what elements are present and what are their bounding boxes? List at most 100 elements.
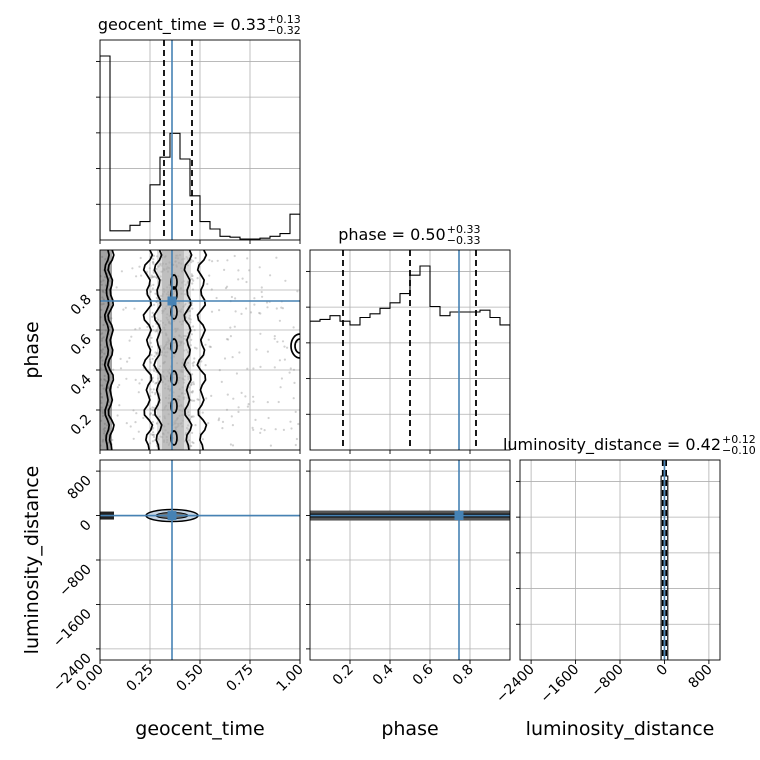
scatter-point <box>231 444 235 447</box>
scatter-point <box>260 286 263 289</box>
scatter-point <box>149 412 152 415</box>
scatter-point <box>252 428 255 431</box>
panel-content <box>100 250 300 450</box>
scatter-point <box>290 427 293 430</box>
scatter-point <box>153 433 156 436</box>
panel-content <box>310 250 510 450</box>
panel-content <box>660 460 669 660</box>
scatter-point <box>193 346 197 349</box>
scatter-point <box>137 430 140 433</box>
y-tick-label: −800 <box>56 562 95 601</box>
scatter-point <box>273 337 276 340</box>
scatter-point <box>153 369 156 372</box>
scatter-point <box>288 371 291 374</box>
scatter-point <box>237 269 240 272</box>
scatter-point <box>280 377 283 380</box>
scatter-point <box>193 357 196 360</box>
scatter-point <box>134 378 137 381</box>
scatter-point <box>192 279 195 282</box>
panel-luminosity_distance-geocent_time <box>99 459 301 661</box>
title-err-plus: +0.13 <box>267 13 301 26</box>
scatter-point <box>240 391 243 394</box>
scatter-point <box>116 386 119 389</box>
scatter-point <box>226 259 229 262</box>
scatter-point <box>196 277 199 280</box>
scatter-point <box>119 357 122 360</box>
scatter-point <box>150 345 154 348</box>
scatter-point <box>151 433 154 436</box>
scatter-point <box>152 271 155 274</box>
scatter-point <box>247 403 250 406</box>
panel-phase-geocent_time <box>99 249 301 451</box>
scatter-point <box>277 400 280 404</box>
truth-marker <box>167 296 177 306</box>
scatter-point <box>145 270 149 273</box>
scatter-point <box>151 287 154 290</box>
contour-ellipse <box>170 398 178 414</box>
scatter-point <box>283 358 286 361</box>
scatter-point <box>210 288 213 291</box>
scatter-point <box>151 433 154 436</box>
scatter-point <box>225 338 229 341</box>
scatter-point <box>237 410 240 413</box>
scatter-point <box>195 347 198 350</box>
scatter-point <box>248 269 251 272</box>
scatter-point <box>146 325 149 328</box>
panel-frame <box>309 249 511 451</box>
scatter-point <box>280 306 283 309</box>
x-tick-label: 0.8 <box>450 662 477 689</box>
title-phase: phase = 0.50 <box>338 225 445 244</box>
scatter-point <box>128 339 131 342</box>
scatter-point <box>191 431 194 434</box>
scatter-point <box>191 282 194 285</box>
scatter-point <box>240 312 243 315</box>
contour-ellipse <box>170 370 178 386</box>
scatter-point <box>115 286 118 289</box>
scatter-point <box>152 254 155 257</box>
scatter-point <box>224 287 228 290</box>
contour-line <box>142 250 154 450</box>
scatter-point <box>153 275 156 278</box>
scatter-point <box>217 419 220 422</box>
scatter-point <box>191 278 194 281</box>
contour-ellipse <box>290 333 300 359</box>
scatter-point <box>283 345 286 348</box>
scatter-point <box>125 422 128 425</box>
scatter-point <box>126 360 129 363</box>
scatter-point <box>297 422 300 426</box>
x-tick-label: 0.6 <box>410 661 437 688</box>
scatter-point <box>191 390 194 393</box>
scatter-point <box>149 408 152 411</box>
panel-content <box>310 460 510 660</box>
scatter-point <box>200 360 203 363</box>
scatter-point <box>150 336 153 339</box>
scatter-point <box>281 307 284 310</box>
scatter-point <box>148 358 152 361</box>
scatter-point <box>237 278 240 281</box>
scatter-point <box>274 428 277 431</box>
scatter-point <box>208 345 211 348</box>
scatter-point <box>246 367 249 370</box>
scatter-point <box>292 368 296 371</box>
panel-phase-phase <box>306 249 511 451</box>
scatter-point <box>252 400 255 403</box>
panel-geocent_time-geocent_time <box>96 39 301 241</box>
y-tick-label: 0.6 <box>68 331 95 358</box>
scatter-point <box>192 361 196 364</box>
scatter-point <box>190 273 193 276</box>
scatter-point <box>278 319 281 322</box>
title-err-plus: +0.33 <box>447 223 481 236</box>
scatter-point <box>194 424 197 427</box>
scatter-point <box>132 409 135 412</box>
y-axis-label: phase <box>21 321 43 378</box>
scatter-point <box>191 307 194 310</box>
scatter-point <box>275 256 278 259</box>
scatter-point <box>229 335 232 338</box>
scatter-point <box>245 280 248 284</box>
scatter-point <box>191 288 195 291</box>
scatter-point <box>191 260 195 263</box>
scatter-point <box>215 296 218 300</box>
scatter-point <box>131 267 134 270</box>
scatter-point <box>241 277 244 280</box>
